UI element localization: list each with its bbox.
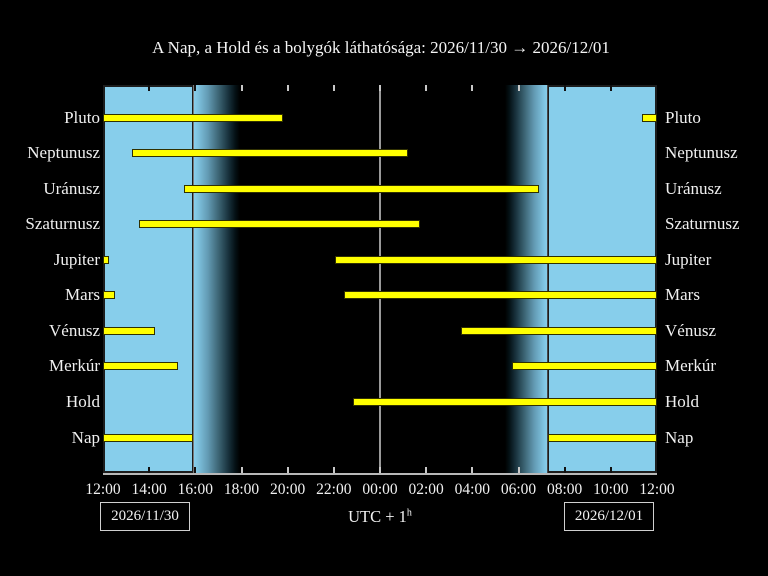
visibility-bar-mars (343, 291, 657, 300)
bottom-axis-tick (609, 467, 612, 473)
row-label-right-venusz: Vénusz (665, 320, 716, 340)
visibility-bar-venusz (461, 326, 657, 335)
visibility-bar-venusz (103, 326, 156, 335)
dusk-twilight-gradient (193, 85, 241, 473)
bottom-axis-tick (379, 467, 381, 473)
bottom-axis-tick (332, 467, 335, 473)
x-tick-label-12-00: 12:00 (639, 481, 675, 498)
visibility-bar-pluto (103, 113, 283, 122)
top-axis-tick (471, 85, 474, 91)
row-label-right-neptunusz: Neptunusz (665, 143, 738, 163)
top-axis-tick (332, 85, 335, 91)
top-axis-tick (286, 85, 289, 91)
visibility-bar-szaturnusz (138, 220, 421, 229)
plot-area (103, 85, 657, 475)
visibility-bar-neptunusz (131, 149, 409, 158)
chart-title: A Nap, a Hold és a bolygók láthatósága: … (152, 38, 610, 57)
utc-label-superscript: h (406, 507, 412, 519)
bottom-axis-tick (471, 467, 474, 473)
top-axis-tick (194, 85, 197, 91)
top-axis-tick (425, 85, 428, 91)
visibility-bar-pluto (641, 113, 657, 122)
bottom-axis-tick (148, 467, 151, 473)
row-label-left-merkur: Merkúr (49, 356, 100, 376)
top-axis-tick (379, 85, 381, 91)
date-box-right: 2026/12/01 (564, 502, 654, 531)
row-label-left-neptunusz: Neptunusz (27, 143, 100, 163)
sunset-line (192, 85, 195, 473)
visibility-bar-jupiter (334, 255, 657, 264)
bottom-axis-tick (517, 467, 520, 473)
bottom-axis-tick (563, 467, 566, 473)
visibility-bar-hold (353, 397, 657, 406)
utc-offset-label: UTC + 1h (348, 507, 412, 527)
x-tick-label-14-00: 14:00 (131, 481, 167, 498)
x-tick-label-06-00: 06:00 (500, 481, 537, 498)
row-label-right-nap: Nap (665, 427, 694, 447)
x-tick-label-18-00: 18:00 (223, 481, 260, 498)
utc-label-text: UTC + 1 (348, 507, 407, 526)
x-tick-label-10-00: 10:00 (593, 481, 629, 498)
visibility-bar-merkur (512, 362, 657, 371)
row-label-right-szaturnusz: Szaturnusz (665, 214, 740, 234)
day-region-right (547, 85, 657, 473)
date-left-text: 2026/11/30 (111, 508, 179, 524)
dawn-twilight-gradient (504, 85, 548, 473)
x-tick-label-22-00: 22:00 (316, 481, 352, 498)
sunrise-line (546, 85, 549, 473)
row-label-left-uranusz: Uránusz (43, 178, 100, 198)
visibility-bar-nap (548, 433, 657, 442)
row-label-right-hold: Hold (665, 391, 699, 411)
bottom-axis-tick (425, 467, 428, 473)
top-axis-tick (240, 85, 243, 91)
x-tick-label-16-00: 16:00 (177, 481, 213, 498)
x-tick-label-02-00: 02:00 (408, 481, 444, 498)
row-label-right-uranusz: Uránusz (665, 178, 722, 198)
bottom-axis-tick (194, 467, 197, 473)
top-axis-tick (517, 85, 520, 91)
row-label-left-hold: Hold (66, 391, 100, 411)
row-label-left-szaturnusz: Szaturnusz (25, 214, 100, 234)
x-tick-label-04-00: 04:00 (454, 481, 490, 498)
row-label-right-pluto: Pluto (665, 107, 701, 127)
midnight-line (379, 85, 381, 473)
row-label-left-pluto: Pluto (64, 107, 100, 127)
bottom-axis-tick (286, 467, 289, 473)
row-label-right-jupiter: Jupiter (665, 249, 712, 269)
row-label-right-mars: Mars (665, 285, 700, 305)
row-label-left-jupiter: Jupiter (53, 249, 100, 269)
x-tick-label-00-00: 00:00 (362, 481, 398, 498)
visibility-bar-jupiter (103, 255, 109, 264)
row-label-left-nap: Nap (71, 427, 100, 447)
visibility-bar-nap (103, 433, 194, 442)
row-label-left-mars: Mars (65, 285, 100, 305)
x-tick-label-20-00: 20:00 (270, 481, 306, 498)
visibility-bar-mars (103, 291, 115, 300)
date-box-left: 2026/11/30 (100, 502, 190, 531)
x-tick-label-12-00: 12:00 (85, 481, 121, 498)
row-label-left-venusz: Vénusz (49, 320, 100, 340)
top-axis-tick (148, 85, 151, 91)
x-tick-label-08-00: 08:00 (547, 481, 583, 498)
bottom-axis-tick (240, 467, 243, 473)
visibility-bar-merkur (103, 362, 178, 371)
visibility-bar-uranusz (184, 184, 539, 193)
row-label-right-merkur: Merkúr (665, 356, 716, 376)
date-right-text: 2026/12/01 (574, 508, 644, 524)
day-region-left (103, 85, 194, 473)
top-axis-tick (609, 85, 612, 91)
top-axis-tick (563, 85, 566, 91)
